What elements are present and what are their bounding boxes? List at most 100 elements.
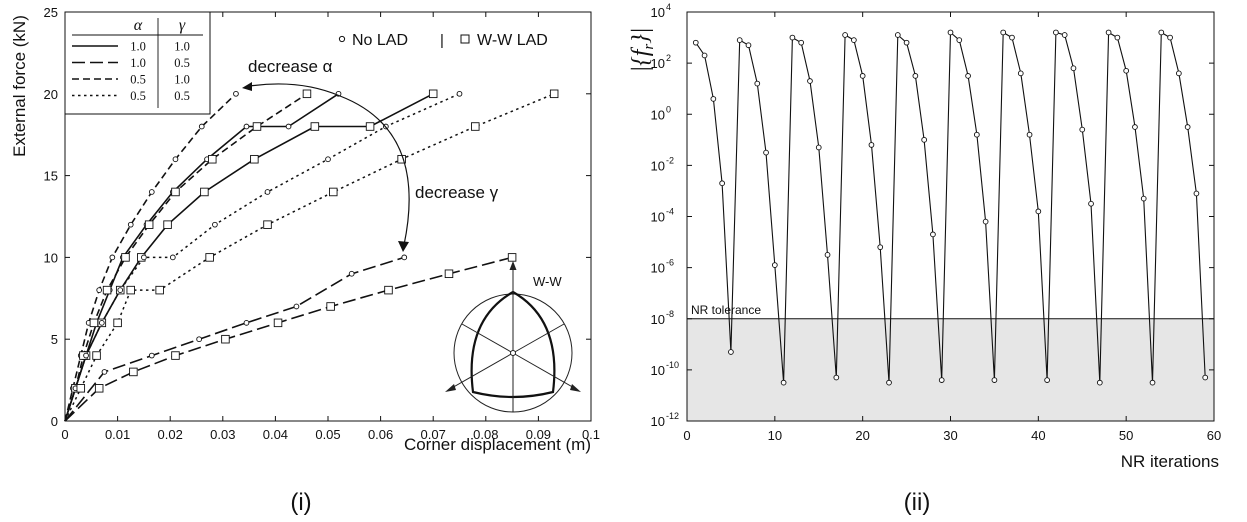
legend-gamma-value: 0.5 [174,56,190,70]
data-point [148,352,155,359]
tolerance-band [687,318,1214,421]
decrease-gamma-arrow [339,95,410,246]
data-point [1035,208,1042,215]
data-point [1123,67,1130,74]
legend-alpha-value: 1.0 [130,40,146,54]
data-point [250,154,259,164]
data-point [859,73,866,79]
y-tick-label: 25 [44,5,58,20]
x-tick-label: 0.09 [526,427,551,442]
x-tick-label: 0.01 [105,427,130,442]
data-point [102,285,112,295]
data-point [1158,29,1165,36]
y-tick-label: 5 [51,332,58,347]
data-point [1070,65,1077,72]
data-point [1061,32,1068,38]
data-point [692,39,699,46]
y-tick-exponent: 2 [666,53,671,63]
legend-separator: | [440,32,444,49]
data-point [171,187,180,197]
x-tick-label: 0.05 [315,427,340,442]
data-point [1193,190,1200,197]
data-point [1184,124,1191,130]
data-point [127,221,134,228]
data-point [148,189,155,195]
data-point [264,189,271,195]
data-point [428,89,438,99]
data-point [471,122,480,131]
data-point [348,270,355,277]
y-tick-label: 10 [651,107,665,122]
data-point [221,334,230,344]
data-point [252,122,262,131]
data-point [930,231,936,238]
x-tick-label: 10 [768,428,782,443]
data-point [921,136,928,143]
data-point [780,379,787,386]
data-point [141,254,147,261]
series-line-dot-square [64,93,555,422]
data-point [198,123,205,130]
data-point [329,187,338,197]
data-point [126,285,135,295]
legend-square-marker [460,34,470,44]
inset-label: W-W [533,274,562,289]
x-axis-label-i: Corner displacement (m) [404,435,591,454]
data-point [1132,124,1138,130]
data-point [243,123,250,130]
legend-box [64,11,211,115]
data-point [938,377,945,383]
legend-styles: α γ 1.0 1.0 1.0 0.5 0.5 1.0 0.5 0.5 [64,11,211,115]
y-tick-exponent: -12 [666,411,679,421]
caption-ii: (ii) [904,489,931,516]
panel-ii-series [692,29,1209,386]
y-axis-label-i: External force (kN) [10,15,29,157]
data-point [365,122,375,131]
data-point [1026,131,1033,138]
x-tick-label: 0.02 [158,427,183,442]
data-point [96,287,103,293]
data-point [507,253,517,262]
data-point [1017,70,1024,77]
legend-gamma-value: 1.0 [174,73,190,87]
data-point [326,302,335,311]
data-point [549,89,559,99]
data-point [763,149,769,156]
y-tick-label: 0 [51,414,58,429]
data-point [205,253,214,262]
y-tick-exponent: -4 [666,207,674,217]
data-point [113,318,122,328]
x-tick-label: 30 [943,428,957,443]
data-point [894,32,901,38]
legend-circle-marker [338,35,346,43]
y-tick-label: 10 [651,5,665,20]
data-point [956,37,963,43]
data-point [842,32,848,38]
data-point [273,318,283,328]
data-point [263,220,272,229]
data-point [851,37,857,43]
y-tick-exponent: 0 [666,104,671,114]
legend-label-ww-lad: W-W LAD [477,32,548,49]
decrease-alpha-arrow [249,83,341,97]
data-point [1096,379,1103,386]
data-point [401,254,408,261]
x-tick-label: 0.07 [421,427,446,442]
data-point [754,80,761,87]
series-line-dash-square [64,93,308,422]
y-tick-label: 10 [651,312,665,327]
y-tick-label: 10 [651,414,665,429]
data-point [196,336,202,343]
data-point [163,220,172,229]
data-point [94,384,104,393]
data-point [877,244,884,251]
y-tick-exponent: 4 [666,2,671,12]
data-point [1044,377,1050,383]
data-point [991,377,998,383]
data-point [444,269,454,279]
y-tick-label: 10 [651,158,665,173]
series-line-long-dash-circle [64,256,405,422]
data-point [76,384,86,393]
legend-gamma-value: 0.5 [174,89,190,103]
yield-surface-inset: W-W [445,261,581,413]
